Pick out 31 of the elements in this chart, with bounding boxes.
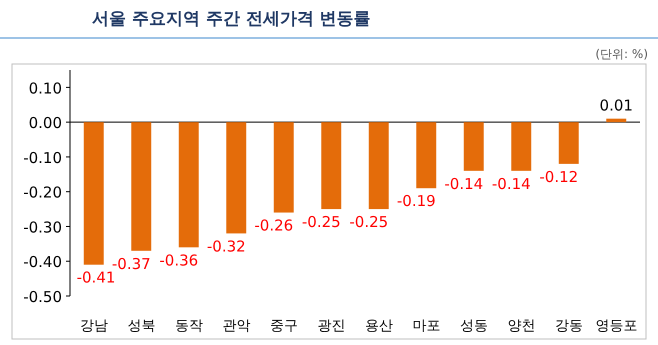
y-tick-label: -0.50 <box>23 288 62 306</box>
data-label: -0.32 <box>206 237 246 256</box>
x-tick-label: 성북 <box>127 318 156 334</box>
data-label: -0.14 <box>492 174 531 193</box>
data-label: 0.01 <box>600 96 633 115</box>
y-tick-label: -0.40 <box>23 253 62 272</box>
y-tick-label: -0.20 <box>23 184 62 202</box>
x-tick-label: 광진 <box>317 318 346 334</box>
x-tick-label: 중구 <box>270 318 298 334</box>
y-tick-label: -0.10 <box>23 148 62 167</box>
x-tick-label: 강남 <box>80 318 108 334</box>
chart-title: 서울 주요지역 주간 전세가격 변동률 <box>92 9 371 29</box>
x-tick-label: 양천 <box>507 318 536 334</box>
y-tick-label: 0.10 <box>28 79 62 98</box>
y-tick-label: -0.30 <box>23 218 62 236</box>
data-label: -0.12 <box>539 168 578 186</box>
data-label: -0.19 <box>396 192 436 210</box>
x-tick-label: 성동 <box>460 318 488 334</box>
text: (단위: %) <box>595 47 648 61</box>
y-tick-label: 0.00 <box>28 114 62 132</box>
x-tick-label: 용산 <box>364 318 393 334</box>
data-label: -0.14 <box>444 174 484 193</box>
x-tick-label: 마포 <box>412 318 440 334</box>
x-tick-label: 강동 <box>554 318 583 334</box>
data-label: -0.25 <box>302 213 341 232</box>
x-tick-label: 동작 <box>174 318 203 334</box>
data-label: -0.25 <box>349 213 388 232</box>
x-tick-label: 영등포 <box>595 318 638 334</box>
x-tick-label: 관악 <box>222 318 250 334</box>
data-label: -0.36 <box>159 251 198 270</box>
data-label: -0.26 <box>254 216 294 235</box>
